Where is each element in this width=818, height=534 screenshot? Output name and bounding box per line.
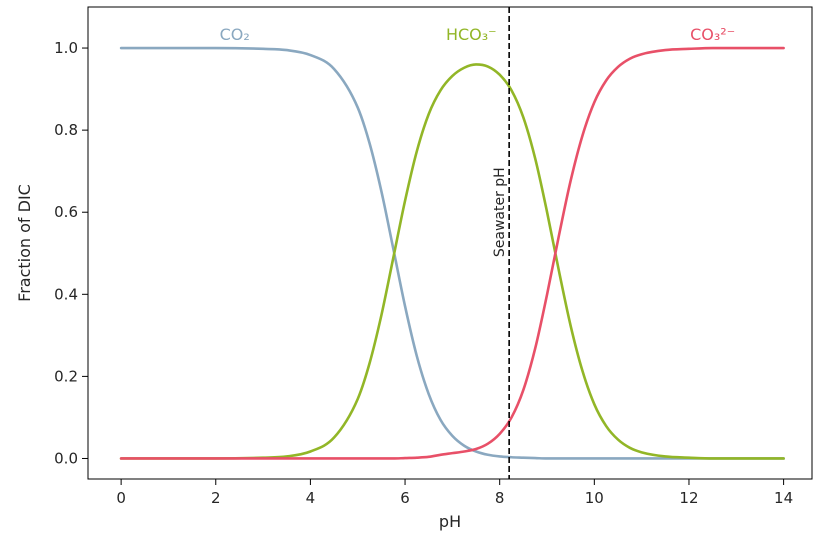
x-tick-label: 6 <box>400 489 410 507</box>
y-tick-label: 0.6 <box>54 203 78 221</box>
y-axis-label: Fraction of DIC <box>15 184 34 302</box>
y-tick-label: 0.4 <box>54 285 78 303</box>
series-line-2 <box>119 46 785 460</box>
series-line-1 <box>119 63 785 460</box>
y-tick-label: 1.0 <box>54 39 78 57</box>
plot-frame <box>87 6 813 480</box>
series-label-1: HCO₃⁻ <box>446 25 497 44</box>
x-tick-label: 0 <box>116 489 126 507</box>
series-label-0: CO₂ <box>220 25 250 44</box>
y-tick-label: 0.0 <box>54 449 78 467</box>
reference-layer: Seawater pH <box>492 7 510 479</box>
x-tick-label: 12 <box>679 489 698 507</box>
series-line-0 <box>119 46 785 460</box>
x-tick-label: 10 <box>585 489 604 507</box>
y-tick-label: 0.2 <box>54 367 78 385</box>
series-layer <box>119 46 785 460</box>
series-label-2: CO₃²⁻ <box>690 25 735 44</box>
series-labels-layer: CO₂ HCO₃⁻ CO₃²⁻ <box>220 25 736 44</box>
x-tick-label: 14 <box>774 489 793 507</box>
y-axis: 0.0 0.2 0.4 0.6 0.8 1.0 <box>54 39 88 467</box>
x-axis: 0 2 4 6 8 10 12 14 <box>116 479 793 507</box>
x-axis-label: pH <box>439 512 461 531</box>
x-tick-label: 4 <box>306 489 316 507</box>
seawater-ph-label: Seawater pH <box>492 167 508 257</box>
y-tick-label: 0.8 <box>54 121 78 139</box>
x-tick-label: 2 <box>211 489 221 507</box>
x-tick-label: 8 <box>495 489 505 507</box>
